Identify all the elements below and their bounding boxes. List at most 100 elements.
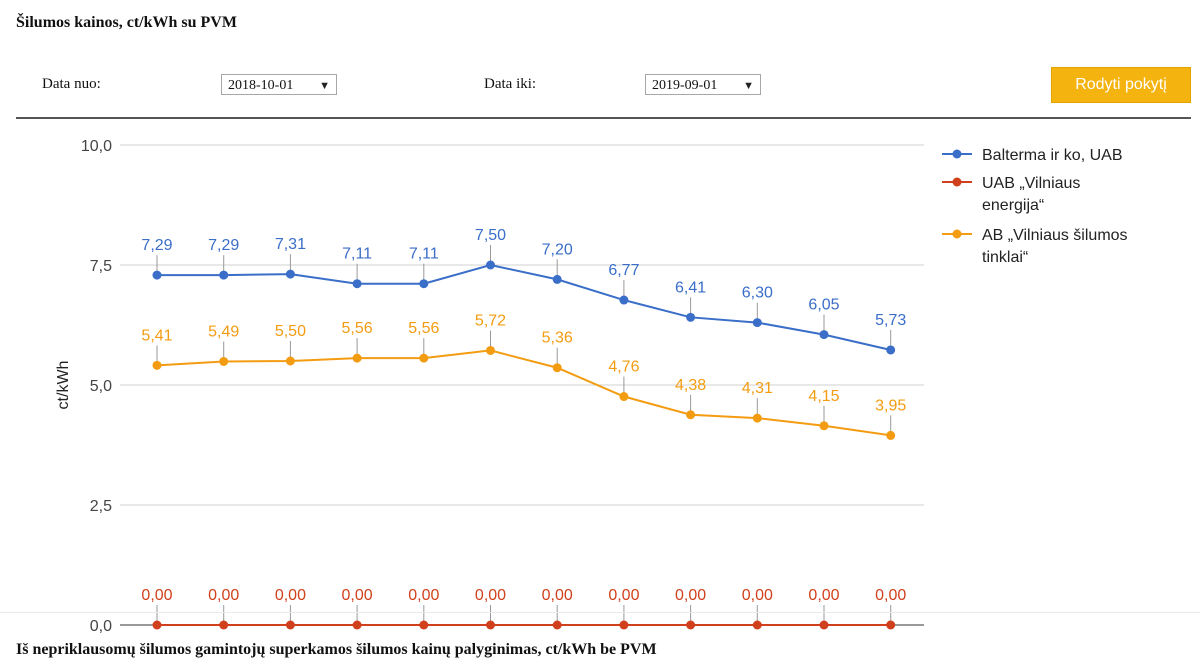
data-label: 0,00 [608, 587, 639, 604]
data-point [752, 620, 762, 630]
data-label: 6,05 [808, 297, 839, 314]
data-point [285, 356, 295, 366]
date-to-value: 2019-09-01 [652, 77, 718, 93]
y-tick-label: 7,5 [90, 258, 112, 275]
data-label: 7,11 [409, 246, 439, 263]
data-point [219, 356, 229, 366]
legend-label: tinklai“ [982, 249, 1028, 266]
data-label: 4,15 [808, 388, 839, 405]
data-label: 5,36 [542, 330, 573, 347]
data-label: 7,20 [542, 241, 573, 258]
date-from-value: 2018-10-01 [228, 77, 294, 93]
data-point [686, 312, 696, 322]
data-label: 7,29 [141, 237, 172, 254]
data-label: 0,00 [542, 587, 573, 604]
data-point [819, 620, 829, 630]
data-label: 5,41 [141, 327, 172, 344]
data-label: 0,00 [208, 587, 239, 604]
data-label: 4,76 [608, 359, 639, 376]
data-label: 6,77 [608, 262, 639, 279]
page-title: Šilumos kainos, ct/kWh su PVM [16, 14, 237, 31]
legend-marker [952, 177, 962, 187]
data-label: 0,00 [408, 587, 439, 604]
y-tick-label: 2,5 [90, 498, 112, 515]
data-point [686, 620, 696, 630]
data-label: 6,41 [675, 279, 706, 296]
data-point [686, 410, 696, 420]
data-label: 0,00 [275, 587, 306, 604]
data-point [886, 430, 896, 440]
series-line [157, 263, 891, 351]
data-label: 5,56 [342, 320, 373, 337]
legend-marker [952, 229, 962, 239]
data-label: 0,00 [875, 587, 906, 604]
y-axis-label: ct/kWh [55, 361, 72, 410]
data-label: 5,56 [408, 320, 439, 337]
data-label: 6,30 [742, 285, 773, 302]
data-point [152, 270, 162, 280]
data-point [486, 620, 495, 630]
data-label: 0,00 [141, 587, 172, 604]
data-point [819, 421, 829, 431]
data-point [419, 620, 429, 630]
data-point [552, 274, 562, 284]
legend-marker [952, 149, 962, 159]
chevron-down-icon: ▼ [319, 79, 330, 92]
section-divider [0, 612, 1200, 613]
series-line [156, 349, 891, 437]
data-label: 5,50 [275, 323, 306, 340]
legend-label: Balterma ir ko, UAB [982, 147, 1122, 164]
data-point [152, 620, 162, 630]
date-from-label: Data nuo: [42, 76, 101, 92]
show-change-button[interactable]: Rodyti pokytį [1051, 67, 1191, 103]
data-label: 0,00 [742, 587, 773, 604]
data-point [886, 345, 896, 355]
data-point [619, 620, 629, 630]
data-label: 7,50 [475, 227, 506, 244]
data-point [219, 620, 229, 630]
data-label: 0,00 [342, 587, 373, 604]
data-label: 0,00 [475, 587, 506, 604]
data-point [552, 620, 562, 630]
y-tick-label: 5,0 [90, 378, 112, 395]
data-point [486, 345, 495, 355]
data-point [152, 360, 162, 370]
date-to-label: Data iki: [484, 76, 537, 92]
header-divider [16, 117, 1191, 119]
data-label: 5,49 [208, 323, 239, 340]
data-point [486, 260, 495, 270]
legend-label: energija“ [982, 197, 1044, 214]
data-point [886, 620, 896, 630]
data-label: 0,00 [675, 587, 706, 604]
data-point [619, 392, 629, 402]
data-point [619, 295, 629, 305]
chevron-down-icon: ▼ [743, 79, 754, 92]
data-point [752, 413, 762, 423]
date-to-select[interactable]: 2019-09-01 ▼ [645, 74, 761, 95]
data-label: 7,11 [342, 246, 372, 263]
data-point [419, 353, 429, 363]
data-label: 5,72 [475, 312, 506, 329]
data-point [419, 279, 429, 289]
data-point [752, 318, 762, 328]
y-tick-label: 0,0 [90, 618, 112, 635]
data-point [352, 279, 362, 289]
y-tick-label: 10,0 [81, 138, 112, 155]
data-label: 4,38 [675, 377, 706, 394]
data-point [552, 363, 562, 373]
data-label: 4,31 [742, 380, 773, 397]
data-point [352, 353, 362, 363]
data-label: 5,73 [875, 312, 906, 329]
data-label: 7,31 [275, 236, 306, 253]
data-point [352, 620, 362, 630]
legend-label: AB „Vilniaus šilumos [982, 227, 1128, 244]
price-line-chart: 0,0 2,5 5,0 7,5 10,0 ct/kWh 5,41 5,49 5,50 5,56 5,… [55, 138, 1128, 635]
data-point [819, 330, 829, 340]
legend-label: UAB „Vilniaus [982, 175, 1080, 192]
data-label: 7,29 [208, 237, 239, 254]
data-label: 3,95 [875, 397, 906, 414]
data-label: 0,00 [808, 587, 839, 604]
date-from-select[interactable]: 2018-10-01 ▼ [221, 74, 337, 95]
data-point [219, 270, 229, 280]
data-point [285, 269, 295, 279]
